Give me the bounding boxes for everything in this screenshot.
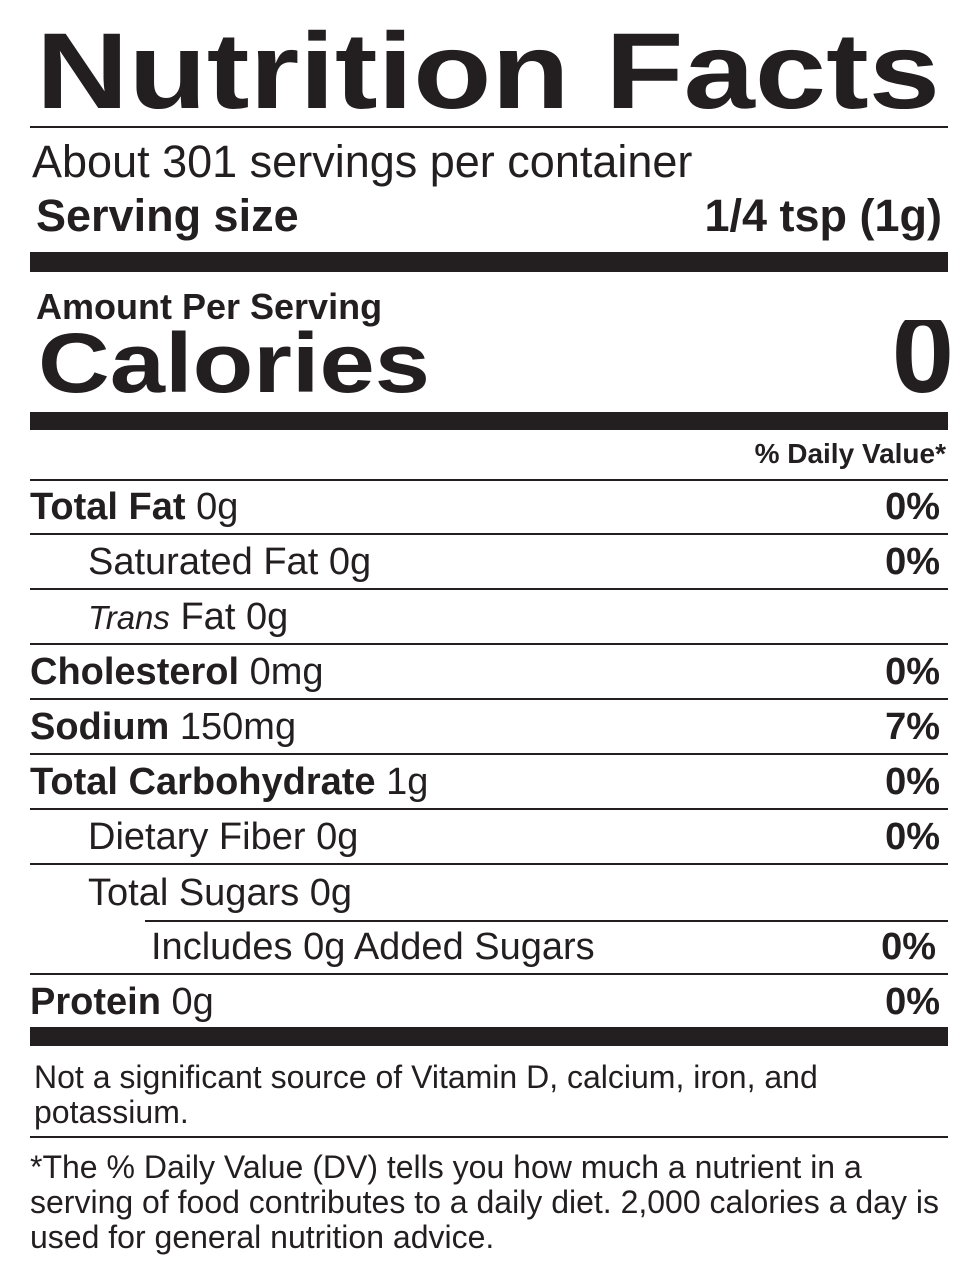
- nutrient-row: Cholesterol 0mg 0%: [30, 646, 948, 700]
- rule: [30, 1136, 948, 1138]
- nutrient-row: Saturated Fat 0g 0%: [30, 536, 948, 590]
- nutrient: Saturated Fat 0g: [30, 541, 371, 584]
- nutrient-name: Dietary Fiber: [88, 815, 306, 858]
- nutrient: Total Sugars 0g: [30, 872, 352, 915]
- nutrient-row: Trans Fat 0g: [30, 591, 948, 645]
- nutrient: Dietary Fiber 0g: [30, 816, 358, 859]
- nutrient-dv: 0%: [881, 925, 936, 968]
- nutrient-name-italic: Trans: [88, 598, 170, 636]
- nutrient-amount: 0g: [316, 815, 359, 858]
- nutrient-name: Total Carbohydrate: [30, 760, 376, 803]
- nutrient-name: Includes 0g Added Sugars: [151, 925, 595, 968]
- nutrient-row: Includes 0g Added Sugars 0%: [30, 921, 948, 975]
- nutrient-amount: 0g: [245, 595, 289, 638]
- calories-value: 0: [892, 320, 954, 410]
- daily-value-header: % Daily Value*: [754, 438, 946, 469]
- nutrient-dv: 0%: [885, 980, 940, 1023]
- nutrient-name: Cholesterol: [30, 650, 240, 693]
- nutrient-name: Fat: [180, 595, 236, 638]
- nutrient-name: Total Sugars: [88, 871, 300, 914]
- nutrient-amount: 150mg: [179, 705, 297, 748]
- nutrient-dv: 0%: [885, 650, 940, 693]
- nutrient-amount: 0g: [196, 485, 239, 528]
- thick-rule: [30, 412, 948, 430]
- nutrient-dv: 0%: [885, 815, 940, 858]
- nutrient: Total Carbohydrate 1g: [30, 761, 428, 804]
- nutrient-row: Total Fat 0g 0%: [30, 481, 948, 535]
- nutrient-dv: 7%: [885, 705, 940, 748]
- rule: [30, 479, 948, 481]
- rule: [30, 126, 948, 128]
- nutrient-dv: 0%: [885, 540, 940, 583]
- nutrient-name: Protein: [30, 980, 161, 1023]
- title: Nutrition Facts: [36, 10, 940, 130]
- thick-rule: [30, 1027, 948, 1046]
- nutrient-amount: 1g: [386, 760, 429, 803]
- thick-rule: [30, 252, 948, 272]
- nutrient: Protein 0g: [30, 981, 214, 1024]
- nutrient: Cholesterol 0mg: [30, 651, 324, 694]
- serving-size-label: Serving size: [36, 190, 299, 241]
- footnote-vitamins: Not a significant source of Vitamin D, c…: [34, 1059, 818, 1130]
- nutrient-name: Saturated Fat: [88, 540, 319, 583]
- nutrient-row: Total Sugars 0g: [30, 866, 948, 920]
- title-area: Nutrition Facts: [36, 10, 940, 130]
- servings: About 301 servings per container: [32, 136, 693, 187]
- nutrient-amount: 0g: [171, 980, 214, 1023]
- calories-label: Calories: [38, 320, 430, 410]
- nutrient-name: Sodium: [30, 705, 170, 748]
- nutrient: Sodium 150mg: [30, 706, 296, 749]
- nutrient-dv: 0%: [885, 485, 940, 528]
- nutrient-amount: 0mg: [249, 650, 324, 693]
- calories-area: Calories 0: [38, 320, 954, 410]
- nutrient-row: Dietary Fiber 0g 0%: [30, 811, 948, 865]
- nutrient-amount: 0g: [309, 871, 353, 914]
- rule: [145, 920, 948, 922]
- nutrient-dv: 0%: [885, 760, 940, 803]
- nutrient: Total Fat 0g: [30, 486, 238, 529]
- nutrient-row: Protein 0g 0%: [30, 975, 948, 1029]
- nutrient: Trans Fat 0g: [30, 596, 288, 639]
- footnote-dv: *The % Daily Value (DV) tells you how mu…: [30, 1149, 939, 1255]
- nutrient-row: Sodium 150mg 7%: [30, 701, 948, 755]
- nutrient-amount: 0g: [328, 540, 372, 583]
- nutrient-name: Total Fat: [30, 485, 186, 528]
- serving-size-value: 1/4 tsp (1g): [704, 190, 942, 241]
- nutrient-row: Total Carbohydrate 1g 0%: [30, 756, 948, 810]
- amount-per-serving: Amount Per Serving: [36, 286, 383, 327]
